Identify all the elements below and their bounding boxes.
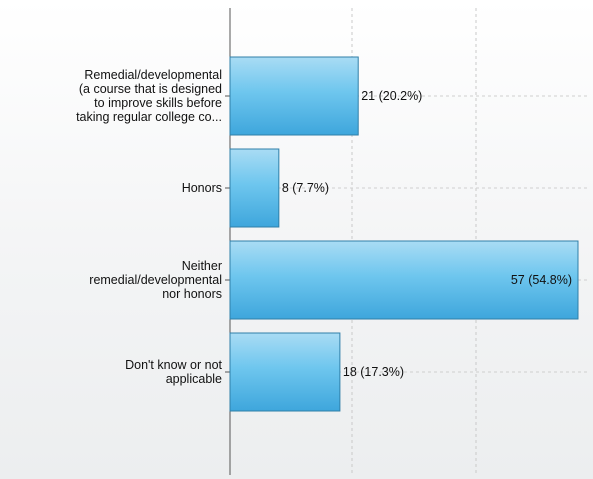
category-label-line: remedial/developmental	[89, 273, 222, 287]
value-label: 57 (54.8%)	[511, 273, 572, 287]
category-labels: Remedial/developmental (a course that is …	[76, 68, 222, 386]
bar	[229, 240, 579, 320]
bar	[229, 148, 280, 228]
value-label: 8 (7.7%)	[282, 181, 329, 195]
category-label-line: Don't know or not	[125, 358, 222, 372]
bar	[229, 56, 359, 136]
category-label-line: Neither	[182, 259, 222, 273]
category-label-line: (a course that is designed	[79, 82, 222, 96]
category-label: Remedial/developmental (a course that is …	[76, 68, 222, 124]
value-labels: 21 (20.2%) 8 (7.7%) 57 (54.8%) 18 (17.3%)	[282, 89, 572, 379]
category-label-line: to improve skills before	[94, 96, 222, 110]
category-label: Don't know or not applicable	[125, 358, 222, 386]
value-label: 21 (20.2%)	[361, 89, 422, 103]
value-label: 18 (17.3%)	[343, 365, 404, 379]
category-label-line: applicable	[166, 372, 222, 386]
bar-series	[229, 56, 579, 412]
y-axis-ticks	[225, 95, 230, 373]
category-label: Honors	[182, 181, 222, 195]
category-label-line: taking regular college co...	[76, 110, 222, 124]
category-label-line: nor honors	[162, 287, 222, 301]
category-label-line: Remedial/developmental	[84, 68, 222, 82]
category-label-line: Honors	[182, 181, 222, 195]
bar	[229, 332, 341, 412]
category-label: Neither remedial/developmental nor honors	[89, 259, 222, 301]
